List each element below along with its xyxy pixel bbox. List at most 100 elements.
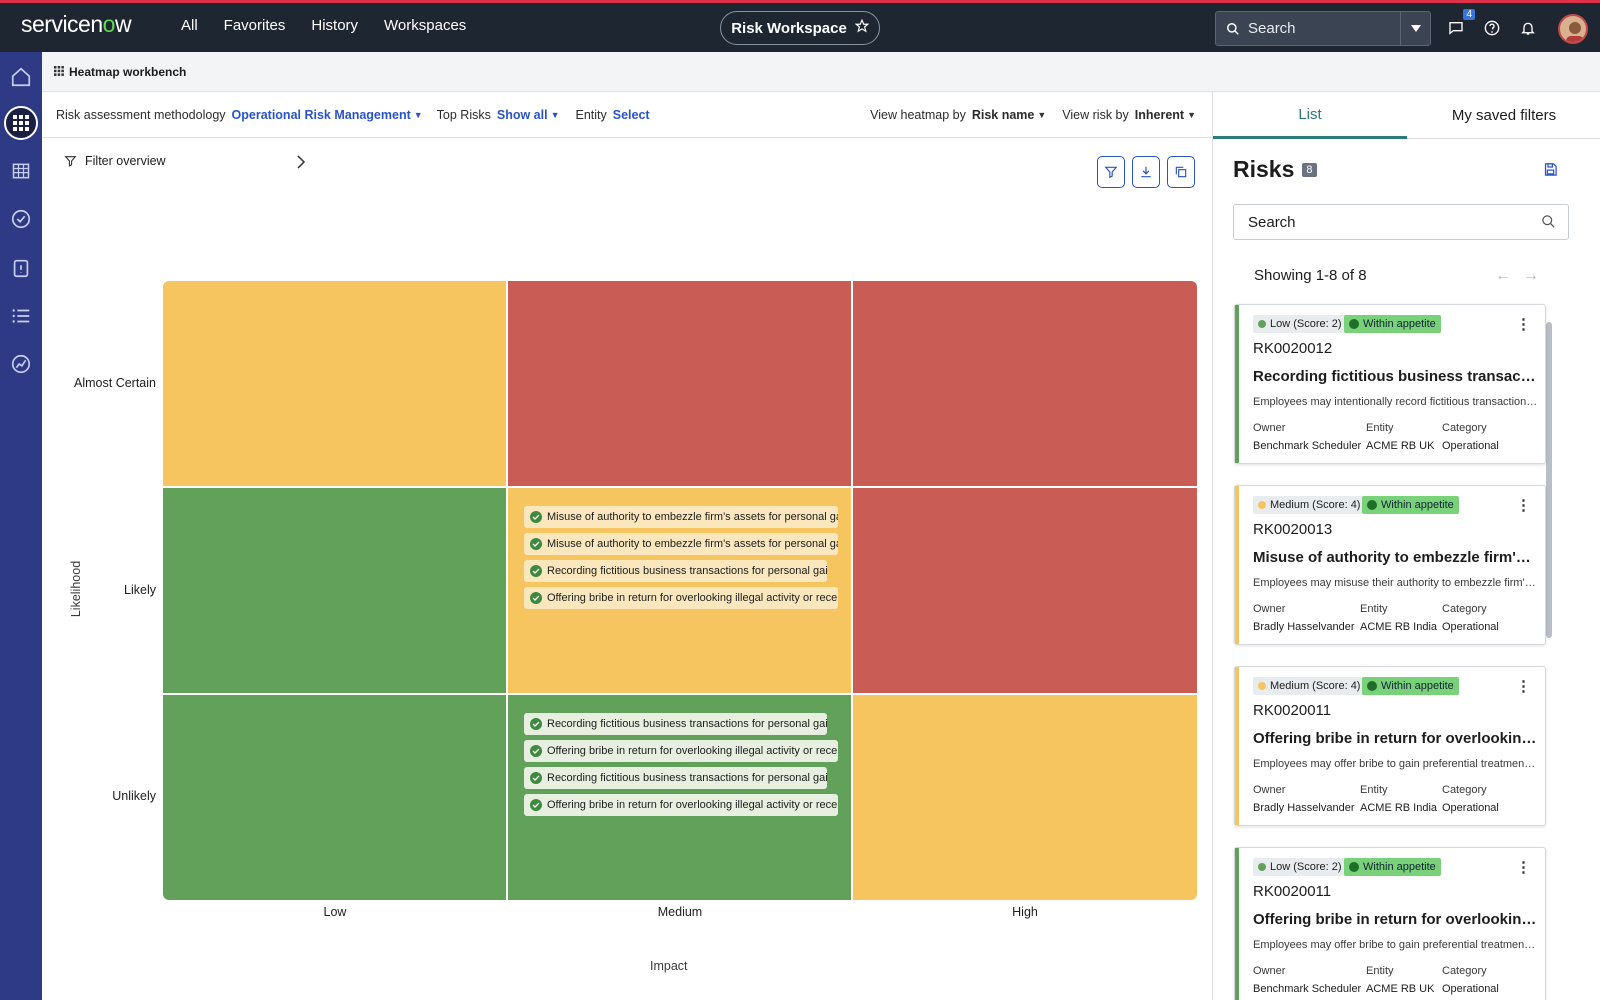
workspace-title: Risk Workspace xyxy=(731,19,847,37)
top-risks-select[interactable]: Show all xyxy=(496,107,548,122)
cell-unlikely-medium[interactable]: Recording fictitious business transactio… xyxy=(508,695,851,900)
risk-chip[interactable]: Recording fictitious business transactio… xyxy=(524,560,827,582)
chat-icon[interactable]: 4 xyxy=(1445,9,1475,39)
search-icon[interactable] xyxy=(1541,214,1556,234)
category-label: Category xyxy=(1442,603,1487,615)
chevron-down-icon[interactable] xyxy=(1400,12,1430,45)
risk-chip[interactable]: Misuse of authority to embezzle firm's a… xyxy=(524,533,838,555)
save-icon[interactable] xyxy=(1543,162,1558,182)
cell-unlikely-high[interactable] xyxy=(853,695,1197,900)
cell-likely-high[interactable] xyxy=(853,488,1197,693)
risk-chip-label: Offering bribe in return for overlooking… xyxy=(547,592,838,604)
tab-list[interactable]: List xyxy=(1213,92,1407,139)
risk-number[interactable]: RK0020013 xyxy=(1253,521,1333,538)
bell-icon[interactable] xyxy=(1517,17,1539,39)
risks-panel: List My saved filters Risks 8 Search Sho… xyxy=(1212,92,1600,1000)
severity-label: Low (Score: 2) xyxy=(1270,318,1342,330)
grid-apps-icon[interactable] xyxy=(4,106,38,140)
download-button[interactable] xyxy=(1132,156,1160,188)
caret-down-icon[interactable]: ▼ xyxy=(1187,109,1196,120)
analytics-icon[interactable] xyxy=(9,352,33,376)
entity-select[interactable]: Select xyxy=(612,107,650,122)
cell-likely-medium[interactable]: Misuse of authority to embezzle firm's a… xyxy=(508,488,851,693)
risk-chip-label: Recording fictitious business transactio… xyxy=(547,772,827,784)
risk-title[interactable]: Offering bribe in return for overlooking… xyxy=(1253,911,1538,928)
servicenow-logo[interactable]: servicenow xyxy=(21,11,132,37)
risk-number[interactable]: RK0020011 xyxy=(1253,883,1332,900)
entity-label: Entity xyxy=(1360,784,1388,796)
risk-chip[interactable]: Offering bribe in return for overlooking… xyxy=(524,587,838,609)
caret-down-icon[interactable]: ▼ xyxy=(550,109,560,120)
more-menu-icon[interactable]: ⋮ xyxy=(1516,678,1531,695)
risk-title[interactable]: Offering bribe in return for overlooking… xyxy=(1253,730,1538,747)
top-nav: All Favorites History Workspaces xyxy=(181,17,466,34)
filter-button[interactable] xyxy=(1097,156,1125,188)
nav-workspaces[interactable]: Workspaces xyxy=(384,17,467,34)
risk-chip[interactable]: Recording fictitious business transactio… xyxy=(524,767,827,789)
risk-chip[interactable]: Misuse of authority to embezzle firm's a… xyxy=(524,506,838,528)
entity-label: Entity xyxy=(575,107,607,122)
top-icons: 4 xyxy=(1445,9,1539,39)
nav-history[interactable]: History xyxy=(311,17,359,34)
risk-number[interactable]: RK0020011 xyxy=(1253,702,1332,719)
caret-down-icon[interactable]: ▼ xyxy=(413,109,423,120)
risk-title[interactable]: Recording fictitious business transactio… xyxy=(1253,368,1538,385)
severity-dot-icon xyxy=(1258,320,1266,328)
workspace-pill[interactable]: Risk Workspace xyxy=(720,11,880,45)
risk-card[interactable]: Medium (Score: 4) Within appetite ⋮ RK00… xyxy=(1234,485,1546,645)
risk-chip-label: Offering bribe in return for overlooking… xyxy=(547,799,838,811)
cell-almost-certain-medium[interactable] xyxy=(508,281,851,486)
risks-search-input[interactable]: Search xyxy=(1233,204,1569,240)
cell-almost-certain-high[interactable] xyxy=(853,281,1197,486)
clipboard-icon[interactable] xyxy=(9,256,33,280)
more-menu-icon[interactable]: ⋮ xyxy=(1516,316,1531,333)
global-search[interactable]: Search xyxy=(1215,11,1431,46)
methodology-select[interactable]: Operational Risk Management xyxy=(231,107,411,122)
table-icon[interactable] xyxy=(9,159,33,183)
category-value: Operational xyxy=(1442,440,1499,452)
caret-down-icon[interactable]: ▼ xyxy=(1037,109,1047,120)
view-heatmap-select[interactable]: Risk name xyxy=(971,107,1035,122)
filter-overview[interactable]: Filter overview xyxy=(64,154,166,168)
risk-chip[interactable]: Offering bribe in return for overlooking… xyxy=(524,740,838,762)
risk-chip[interactable]: Offering bribe in return for overlooking… xyxy=(524,794,838,816)
page-title[interactable]: Heatmap workbench xyxy=(69,64,187,79)
more-menu-icon[interactable]: ⋮ xyxy=(1516,859,1531,876)
more-menu-icon[interactable]: ⋮ xyxy=(1516,497,1531,514)
check-circle-icon[interactable] xyxy=(9,207,33,231)
nav-favorites[interactable]: Favorites xyxy=(223,17,286,34)
category-label: Category xyxy=(1442,965,1487,977)
nav-all[interactable]: All xyxy=(181,17,198,34)
risk-title[interactable]: Misuse of authority to embezzle firm's a… xyxy=(1253,549,1538,566)
view-risk-select[interactable]: Inherent xyxy=(1134,107,1185,122)
severity-label: Medium (Score: 4) xyxy=(1270,499,1361,511)
risk-description: Employees may offer bribe to gain prefer… xyxy=(1253,939,1538,951)
severity-bar xyxy=(1235,305,1239,463)
row-label-likely: Likely xyxy=(124,583,156,597)
appetite-label: Within appetite xyxy=(1363,318,1436,330)
tab-saved-filters[interactable]: My saved filters xyxy=(1451,107,1557,124)
help-icon[interactable] xyxy=(1481,17,1503,39)
avatar[interactable] xyxy=(1558,14,1588,44)
arrow-right-icon[interactable]: → xyxy=(1523,267,1539,284)
cell-likely-low[interactable] xyxy=(163,488,506,693)
star-icon[interactable] xyxy=(854,18,870,37)
list-icon[interactable] xyxy=(9,304,33,328)
severity-dot-icon xyxy=(1258,682,1266,690)
category-label: Category xyxy=(1442,784,1487,796)
severity-label: Medium (Score: 4) xyxy=(1270,680,1361,692)
risk-card[interactable]: Low (Score: 2) Within appetite ⋮ RK00200… xyxy=(1234,304,1546,464)
cell-almost-certain-low[interactable] xyxy=(163,281,506,486)
arrow-left-icon[interactable]: ← xyxy=(1495,267,1511,284)
risk-number[interactable]: RK0020012 xyxy=(1253,340,1333,357)
home-icon[interactable] xyxy=(9,65,33,89)
risk-chip[interactable]: Recording fictitious business transactio… xyxy=(524,713,827,735)
copy-button[interactable] xyxy=(1167,156,1195,188)
chevron-right-icon[interactable] xyxy=(297,155,306,174)
risk-card[interactable]: Low (Score: 2) Within appetite ⋮ RK00200… xyxy=(1234,847,1546,1000)
scrollbar[interactable] xyxy=(1546,322,1552,638)
cell-unlikely-low[interactable] xyxy=(163,695,506,900)
left-rail xyxy=(0,52,42,1000)
category-value: Operational xyxy=(1442,802,1499,814)
risk-card[interactable]: Medium (Score: 4) Within appetite ⋮ RK00… xyxy=(1234,666,1546,826)
